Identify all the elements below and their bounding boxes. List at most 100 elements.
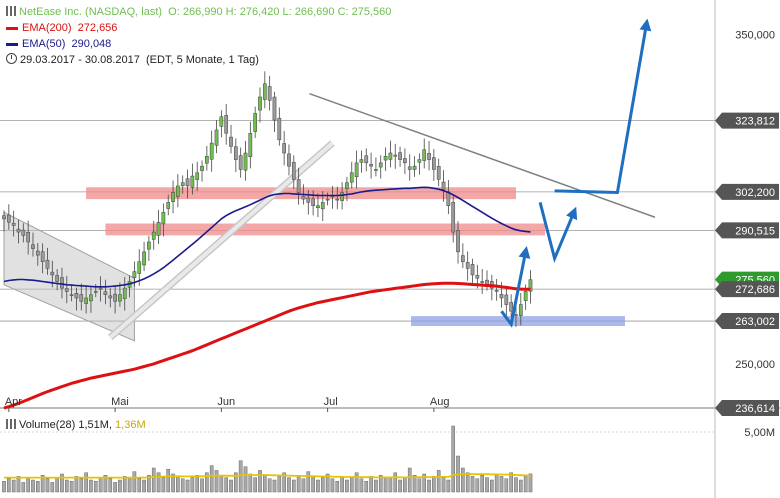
candle-body xyxy=(267,86,272,101)
candle xyxy=(180,175,185,194)
candle-body xyxy=(224,115,229,134)
candle-body xyxy=(470,264,475,276)
candle xyxy=(209,130,214,172)
candle xyxy=(359,150,364,173)
candle-body xyxy=(499,294,504,299)
candle xyxy=(504,286,509,317)
candle-body xyxy=(335,198,340,201)
period-range: 29.03.2017 - 30.08.2017 xyxy=(20,54,140,66)
candle-body xyxy=(243,152,248,171)
candle-body xyxy=(287,153,291,167)
clock-icon xyxy=(6,53,17,64)
candle-body xyxy=(282,143,286,154)
candle xyxy=(296,167,301,205)
candle-body xyxy=(311,198,315,206)
volume-bar xyxy=(26,477,30,493)
price-label-0: 350,000 xyxy=(735,29,775,41)
candle xyxy=(316,193,320,218)
candle-body xyxy=(465,262,470,269)
volume-avg-line xyxy=(4,473,531,479)
candle-body xyxy=(504,294,509,305)
candle-body xyxy=(238,155,243,170)
volume-bar xyxy=(214,470,219,493)
price-label-6: 263,002 xyxy=(715,313,779,330)
volume-bar xyxy=(374,479,378,493)
candle-body xyxy=(248,132,253,158)
volume-bar xyxy=(267,478,272,493)
candle xyxy=(518,292,523,326)
candle-body xyxy=(11,222,16,226)
candle-body xyxy=(108,295,113,299)
candle xyxy=(412,156,417,177)
candle-body xyxy=(296,179,301,193)
volume-bar xyxy=(127,477,132,493)
candle-body xyxy=(205,156,209,164)
candle-body xyxy=(398,152,402,160)
candle xyxy=(171,180,175,214)
volume-bar xyxy=(93,481,98,493)
legend-ema50-row: EMA(50) 290,048 xyxy=(6,36,391,52)
candle-body xyxy=(412,165,417,170)
ema50-label: EMA(50) xyxy=(22,38,66,50)
price-tick-label: 350,000 xyxy=(735,29,775,41)
candle xyxy=(122,276,127,311)
candle xyxy=(190,163,195,195)
volume-bar xyxy=(219,475,224,493)
volume-bar xyxy=(441,477,446,493)
volume-bar xyxy=(74,476,79,493)
volume-bar xyxy=(378,475,383,493)
candle-body xyxy=(151,231,156,240)
volume-bar xyxy=(345,479,349,493)
volume-bar xyxy=(292,479,296,493)
volume-bar xyxy=(84,472,88,493)
volume-bar xyxy=(436,470,441,493)
volume-bar xyxy=(156,472,161,493)
volume-bar xyxy=(509,472,513,493)
legend-ema200-row: EMA(200) 272,656 xyxy=(6,20,391,36)
candle xyxy=(277,107,282,146)
volume-bar xyxy=(383,477,388,493)
candle-body xyxy=(185,178,190,187)
candle xyxy=(253,106,258,138)
candle xyxy=(494,278,499,301)
candle xyxy=(6,204,11,230)
candle-body xyxy=(229,136,233,147)
candle xyxy=(470,258,475,284)
volume-bar xyxy=(258,470,262,493)
candle-body xyxy=(354,162,359,177)
candle xyxy=(40,243,45,274)
candle xyxy=(345,176,349,202)
candle xyxy=(446,179,451,215)
candle-body xyxy=(137,261,142,274)
candle-body xyxy=(132,271,137,279)
candle xyxy=(354,150,359,189)
candle-body xyxy=(523,291,528,301)
candle xyxy=(21,223,26,243)
candle xyxy=(11,210,16,237)
candle-body xyxy=(291,161,296,180)
volume-bar xyxy=(519,479,523,493)
candle xyxy=(84,285,88,314)
candle xyxy=(461,243,465,269)
candle-body xyxy=(190,175,195,188)
volume-bar xyxy=(354,472,359,493)
candle xyxy=(166,194,171,216)
candle xyxy=(2,210,6,232)
candle xyxy=(64,276,69,304)
candle xyxy=(267,75,272,111)
volume-bar xyxy=(36,481,40,493)
volume-legend: Volume(28) 1,51M, 1,36M xyxy=(6,419,146,431)
candle xyxy=(480,269,485,295)
price-tick-label: 250,000 xyxy=(735,359,775,371)
candle-body xyxy=(262,83,267,100)
candle xyxy=(403,148,407,175)
volume-bar xyxy=(50,482,55,493)
candle xyxy=(417,153,422,175)
candle-body xyxy=(456,230,460,253)
volume-bar xyxy=(108,478,113,493)
candle xyxy=(398,146,402,167)
candle-body xyxy=(475,275,480,279)
candle-body xyxy=(50,271,55,276)
candle xyxy=(60,267,64,299)
descending-channel xyxy=(3,211,135,342)
